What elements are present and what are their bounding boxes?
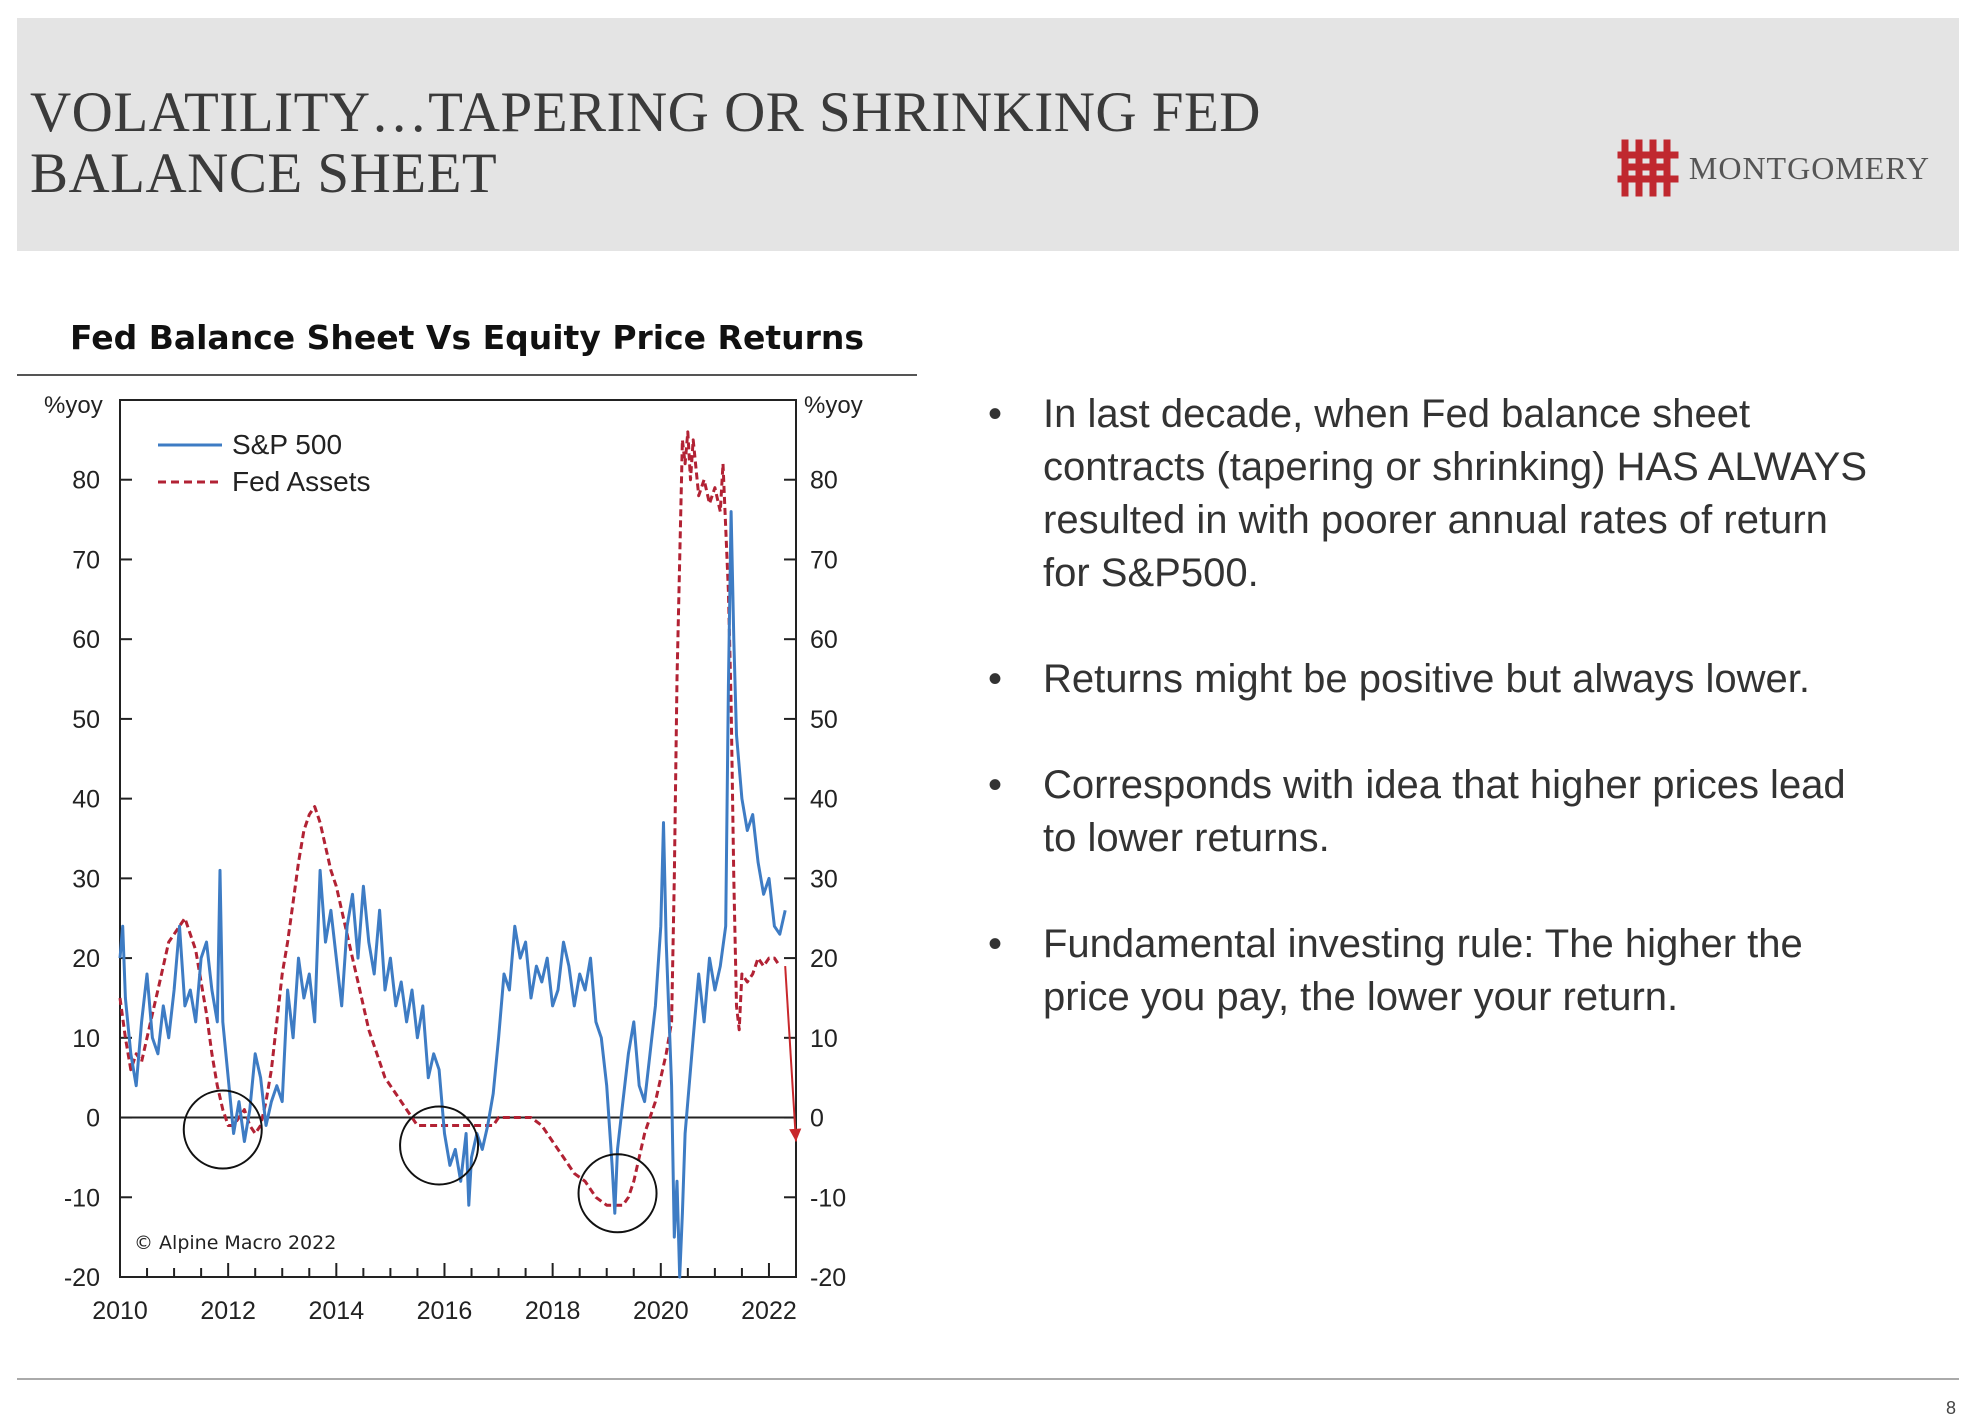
highlight-circle [399,1105,480,1186]
slide-title-line2: BALANCE SHEET [30,142,498,205]
bullet-dot: • [988,657,1003,701]
y-tick-label-left: 0 [86,1105,100,1133]
bullet-dot: • [988,922,1003,966]
chart-title: Fed Balance Sheet Vs Equity Price Return… [70,318,864,357]
y-tick-label-right: 40 [810,786,838,814]
y-tick-label-left: 50 [72,706,100,734]
x-tick-label: 2018 [525,1297,581,1325]
bullet-dot: • [988,392,1003,436]
y-tick-label-right: 80 [810,467,838,495]
montgomery-logo-icon [1617,139,1679,197]
trend-arrow-shaft [784,966,797,1142]
x-tick-label: 2010 [92,1297,148,1325]
trend-arrow-head [789,1128,802,1142]
y-tick-label-right: -20 [810,1264,846,1292]
page-number: 8 [1945,1398,1956,1418]
series-line-s-p-500 [118,510,787,1279]
logo-text: MONTGOMERY [1688,149,1930,186]
y-tick-label-right: 0 [810,1105,824,1133]
x-tick-label: 2016 [417,1297,473,1325]
slide-title-line1: VOLATILITY…TAPERING OR SHRINKING FED [30,81,1261,144]
legend: S&P 500 Fed Assets [158,429,371,497]
bullet-item: • Fundamental investing rule: The higher … [980,918,1880,1024]
footer-rule [17,1378,1959,1380]
bullet-text: Corresponds with idea that higher prices… [1043,763,1846,860]
y-axis-label-right: %yoy [804,392,863,419]
bullet-item: • In last decade, when Fed balance sheet … [980,388,1880,600]
bullet-text: Returns might be positive but always low… [1043,657,1811,701]
bullet-text: In last decade, when Fed balance sheet c… [1043,392,1868,595]
x-tick-label: 2014 [309,1297,365,1325]
highlight-circle [577,1153,658,1234]
y-tick-label-left: 70 [72,546,100,574]
chart-source: © Alpine Macro 2022 [134,1232,336,1254]
slide-title: VOLATILITY…TAPERING OR SHRINKING FED BAL… [30,82,1261,204]
y-axis-label-left: %yoy [44,392,103,419]
y-tick-label-right: 20 [810,945,838,973]
y-tick-label-left: -20 [64,1264,100,1292]
plot-frame [119,399,797,1278]
bullet-item: • Returns might be positive but always lo… [980,653,1880,706]
bullet-list: • In last decade, when Fed balance sheet … [980,388,1880,1024]
legend-label-sp500: S&P 500 [232,429,342,460]
y-tick-label-left: 80 [72,467,100,495]
y-tick-label-right: 70 [810,546,838,574]
series-line-fed-assets [118,430,782,1207]
bullet-text: Fundamental investing rule: The higher t… [1043,922,1803,1019]
x-tick-label: 2020 [633,1297,689,1325]
y-tick-label-right: 10 [810,1025,838,1053]
y-tick-label-left: 30 [72,865,100,893]
x-tick-label: 2022 [741,1297,797,1325]
y-tick-label-left: 10 [72,1025,100,1053]
y-tick-label-right: 30 [810,865,838,893]
montgomery-logo: MONTGOMERY [1617,137,1930,199]
y-tick-label-left: 40 [72,786,100,814]
highlight-circle [182,1089,263,1170]
bullet-item: • Corresponds with idea that higher price… [980,759,1880,865]
y-tick-label-left: -10 [64,1184,100,1212]
y-tick-label-right: 50 [810,706,838,734]
y-tick-label-left: 20 [72,945,100,973]
y-tick-label-left: 60 [72,626,100,654]
chart-title-rule [17,374,917,376]
y-tick-label-right: -10 [810,1184,846,1212]
x-tick-label: 2012 [200,1297,256,1325]
bullet-dot: • [988,763,1003,807]
y-tick-label-right: 60 [810,626,838,654]
legend-label-fed-assets: Fed Assets [232,466,371,497]
slide-header [17,18,1959,251]
